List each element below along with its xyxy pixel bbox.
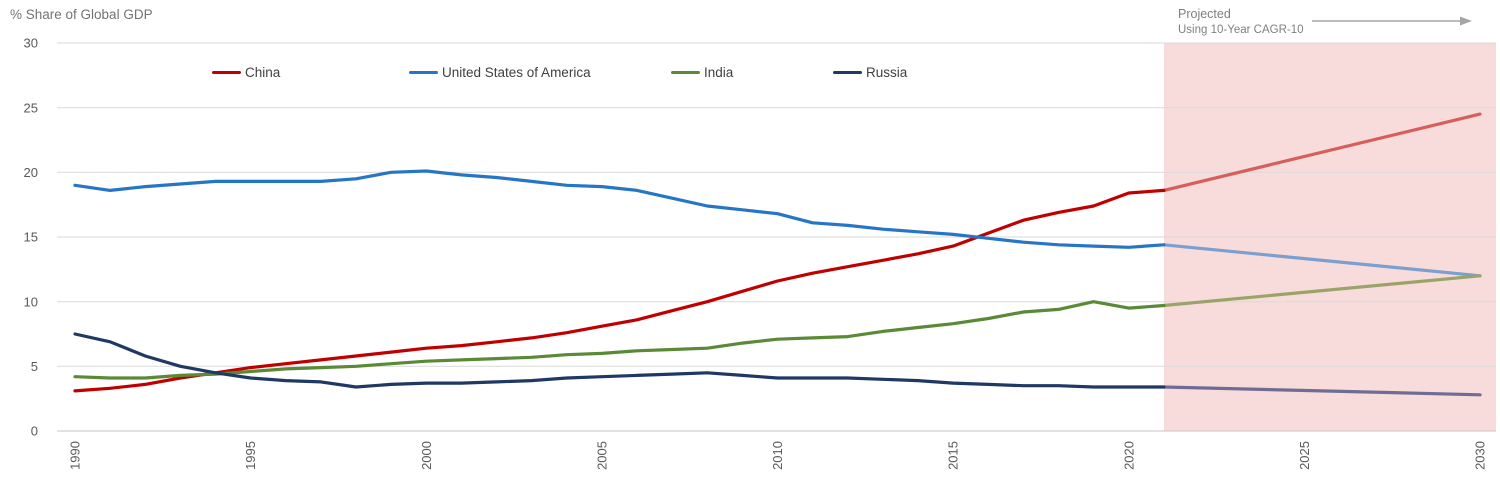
x-axis-labels-group: 1990 1995 2000 2005 2010 2015 2020 2025 2030 xyxy=(68,441,1488,470)
projection-line-russia xyxy=(1162,385,1482,397)
projection-line-usa xyxy=(1162,243,1482,278)
legend-swatch-china xyxy=(212,70,241,75)
x-axis-tick-label: 2000 xyxy=(419,441,434,470)
x-axis-tick-label: 2005 xyxy=(594,441,609,470)
x-axis-tick-label: 2020 xyxy=(1121,441,1136,470)
y-axis-tick-label: 25 xyxy=(24,100,38,115)
projected-label: Projected xyxy=(1178,7,1231,21)
y-axis-tick-label: 10 xyxy=(24,294,38,309)
x-axis-tick-label: 1990 xyxy=(68,441,83,470)
projection-lines-group xyxy=(1162,112,1482,397)
legend-item-russia[interactable]: Russia xyxy=(833,65,907,80)
y-axis-tick-label: 0 xyxy=(31,424,38,439)
legend-item-china[interactable]: China xyxy=(212,65,280,80)
series-line-india xyxy=(73,300,1166,380)
legend: China United States of America India Russia xyxy=(0,65,1500,83)
legend-label: China xyxy=(245,65,281,80)
y-axis-tick-label: 30 xyxy=(24,36,38,51)
series-line-china xyxy=(73,188,1166,393)
legend-swatch-russia xyxy=(833,70,862,75)
legend-item-india[interactable]: India xyxy=(671,65,733,80)
legend-item-usa[interactable]: United States of America xyxy=(409,65,591,80)
x-axis-tick-label: 2025 xyxy=(1297,441,1312,470)
gridlines-group xyxy=(57,42,1496,432)
right-arrow-icon xyxy=(1312,16,1472,26)
chart-title: % Share of Global GDP xyxy=(10,7,153,22)
y-axis-tick-label: 15 xyxy=(24,230,38,245)
y-axis-labels-group: 0 5 10 15 20 25 30 xyxy=(24,36,38,439)
legend-swatch-india xyxy=(671,70,700,75)
projected-annotation: Projected Using 10-Year CAGR-10 xyxy=(1178,6,1304,38)
series-line-russia xyxy=(73,332,1166,389)
legend-label: India xyxy=(704,65,734,80)
legend-swatch-usa xyxy=(409,70,438,75)
x-axis-tick-label: 2015 xyxy=(946,441,961,470)
x-axis-tick-label: 1995 xyxy=(243,441,258,470)
y-axis-tick-label: 20 xyxy=(24,165,38,180)
projected-sublabel: Using 10-Year CAGR-10 xyxy=(1178,24,1304,36)
legend-label: Russia xyxy=(866,65,908,80)
projection-line-india xyxy=(1162,274,1482,308)
x-axis-tick-label: 2010 xyxy=(770,441,785,470)
series-line-usa xyxy=(73,169,1166,249)
series-lines-group xyxy=(73,169,1166,393)
y-axis-tick-label: 5 xyxy=(31,359,38,374)
x-axis-tick-label: 2030 xyxy=(1473,441,1488,470)
projection-line-china xyxy=(1162,112,1482,192)
legend-label: United States of America xyxy=(442,65,591,80)
arrow-head xyxy=(1460,16,1472,26)
